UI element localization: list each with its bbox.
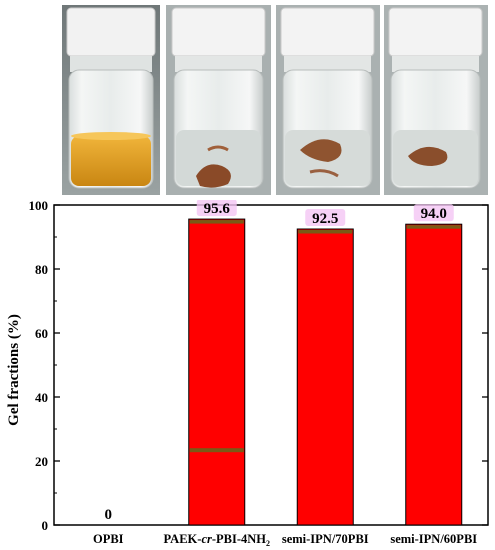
bar-top-stripe — [189, 220, 244, 224]
bar-top-stripe — [298, 230, 353, 234]
gel-fraction-chart: 0 20 40 60 80 100 0 OPBI 95.6 PAEK-cr-PBI-4NH2 92… — [6, 200, 489, 548]
vial-opbi — [62, 5, 160, 195]
y-tick-label: 0 — [42, 518, 49, 533]
value-label: 0 — [105, 507, 113, 523]
value-label-highlight — [305, 209, 346, 226]
vial-photos — [62, 5, 488, 195]
value-label: 94.0 — [421, 206, 447, 222]
value-label: 92.5 — [312, 211, 338, 227]
y-tick-label: 20 — [35, 454, 48, 469]
value-label: 95.6 — [204, 201, 231, 217]
bar-top-stripe — [406, 225, 461, 229]
x-tick-label: semi-IPN/60PBI — [390, 532, 477, 546]
value-label-highlight — [196, 200, 237, 217]
value-label-highlight — [413, 204, 454, 222]
bar-semi-IPN/60PBI — [405, 223, 463, 526]
x-tick-label: semi-IPN/70PBI — [282, 532, 369, 546]
vial-semi-ipn-60pbi — [384, 5, 488, 195]
vial-paek-cr-pbi — [166, 5, 271, 195]
y-tick-label: 80 — [35, 262, 48, 277]
x-tick-label: OPBI — [93, 532, 124, 546]
y-axis-label: Gel fractions (%) — [6, 314, 22, 426]
bar-semi-IPN/70PBI — [296, 228, 354, 526]
bar-inner-stripe — [189, 448, 244, 453]
y-tick-label: 100 — [29, 200, 49, 213]
vial-semi-ipn-70pbi — [276, 5, 380, 195]
y-tick-label: 40 — [35, 390, 48, 405]
x-tick-label: PAEK-cr-PBI-4NH2 — [163, 532, 270, 548]
y-tick-label: 60 — [35, 326, 48, 341]
bar-PAEK-cr-PBI-4NH2 — [188, 218, 246, 526]
